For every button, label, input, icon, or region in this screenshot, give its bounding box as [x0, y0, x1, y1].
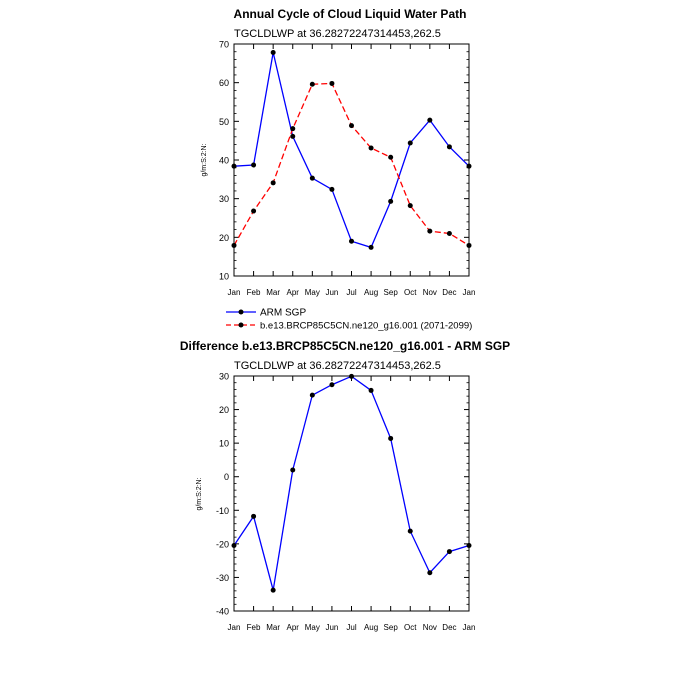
series-0-point: [309, 392, 315, 398]
x-tick-label: Dec: [442, 623, 456, 632]
y-tick-label: -20: [216, 539, 229, 549]
series-1-point: [251, 208, 257, 214]
series-1-point: [368, 145, 374, 151]
legend-model-label: b.e13.BRCP85C5CN.ne120_g16.001 (2071-209…: [260, 321, 472, 332]
legend-arm-sgp-marker: [238, 309, 244, 315]
x-tick-label: Nov: [423, 623, 437, 632]
y-tick-label: 20: [219, 405, 229, 415]
x-tick-label: Jan: [463, 623, 476, 632]
x-tick-label: Sep: [384, 288, 399, 297]
x-tick-label: May: [305, 623, 320, 632]
x-tick-label: Jan: [228, 288, 241, 297]
series-0-point: [270, 587, 276, 593]
series-line-1: [233, 82, 470, 247]
y-tick-label: 70: [219, 40, 229, 50]
plot-frame: [233, 43, 470, 277]
plot-frame: [233, 375, 470, 612]
chart-title: Annual Cycle of Cloud Liquid Water Path: [234, 7, 467, 21]
series-1-point: [329, 80, 335, 86]
series-0-point: [251, 162, 257, 168]
chart-subtitle: TGCLDLWP at 36.28272247314453,262.5: [234, 28, 441, 40]
series-0-point: [329, 382, 335, 388]
x-tick-label: Jul: [346, 288, 356, 297]
series-layer: [231, 50, 472, 250]
y-tick-label: 30: [219, 194, 229, 204]
x-tick-label: Dec: [442, 288, 456, 297]
x-tick-label: May: [305, 288, 320, 297]
series-0-point: [446, 144, 452, 150]
series-0-point: [290, 467, 296, 473]
x-tick-label: Nov: [423, 288, 437, 297]
legend-arm-sgp-label: ARM SGP: [260, 308, 306, 319]
series-0-point: [388, 198, 394, 204]
series-layer: [231, 373, 472, 593]
y-tick-label: 30: [219, 372, 229, 382]
y-tick-label: 20: [219, 233, 229, 243]
y-tick-label: 50: [219, 117, 229, 127]
series-1-point: [446, 230, 452, 236]
series-line-0: [233, 375, 470, 591]
x-tick-label: Oct: [404, 623, 417, 632]
y-tick-label: 10: [219, 439, 229, 449]
chart-title: Difference b.e13.BRCP85C5CN.ne120_g16.00…: [180, 339, 510, 353]
x-tick-label: Jun: [325, 288, 338, 297]
axis-ticks: -40 -30 -20 -10 0 10 20 30 Jan Feb Mar Apr May Jun Jul…: [216, 372, 475, 633]
x-tick-label: Feb: [247, 623, 261, 632]
series-1-point: [309, 81, 315, 87]
y-axis-label: g/m:S:2:N:: [201, 143, 208, 176]
axis-ticks: 10 20 30 40 50 60 70 Jan Feb Mar Apr May Jun Jul Aug Se…: [219, 40, 475, 298]
series-0-point: [290, 133, 296, 139]
annual-cycle-chart: Annual Cycle of Cloud Liquid Water Path …: [201, 7, 475, 332]
y-tick-label: 40: [219, 156, 229, 166]
x-tick-label: Aug: [364, 623, 378, 632]
y-axis-label: g/m:S:2:N:: [196, 477, 203, 510]
x-tick-label: Mar: [266, 623, 280, 632]
series-0-point: [270, 50, 276, 56]
series-0-point: [388, 435, 394, 441]
x-tick-label: Oct: [404, 288, 417, 297]
series-0-point: [407, 528, 413, 534]
series-1-point: [349, 123, 354, 129]
series-0-point: [329, 186, 335, 192]
series-0-point: [407, 140, 413, 146]
legend-model-marker: [238, 322, 244, 328]
series-0-point: [368, 244, 374, 250]
y-tick-label: -40: [216, 607, 229, 617]
x-tick-label: Jan: [228, 623, 241, 632]
x-tick-label: Jul: [346, 623, 356, 632]
series-0-point: [446, 549, 452, 555]
series-0-point: [427, 570, 433, 576]
series-0-point: [368, 387, 374, 393]
x-tick-label: Apr: [287, 288, 300, 297]
x-tick-label: Feb: [247, 288, 261, 297]
y-tick-label: 60: [219, 78, 229, 88]
series-1-point: [407, 203, 413, 209]
series-line-0: [233, 52, 470, 249]
series-1-point: [427, 228, 433, 234]
y-tick-label: -30: [216, 573, 229, 583]
series-1-point: [270, 180, 276, 186]
legend: ARM SGP b.e13.BRCP85C5CN.ne120_g16.001 (…: [226, 308, 472, 332]
difference-chart: Difference b.e13.BRCP85C5CN.ne120_g16.00…: [180, 339, 510, 632]
x-tick-label: Jan: [463, 288, 476, 297]
x-tick-label: Apr: [287, 623, 300, 632]
x-tick-label: Sep: [384, 623, 399, 632]
x-tick-label: Aug: [364, 288, 378, 297]
series-1-point: [388, 154, 394, 160]
y-tick-label: 0: [224, 472, 229, 482]
series-0-point: [427, 117, 433, 123]
y-tick-label: -10: [216, 506, 229, 516]
x-tick-label: Jun: [325, 623, 338, 632]
series-1-point: [290, 126, 296, 132]
y-tick-label: 10: [219, 272, 229, 282]
x-tick-label: Mar: [266, 288, 280, 297]
series-0-point: [309, 175, 315, 181]
series-0-point: [349, 238, 354, 244]
chart-subtitle: TGCLDLWP at 36.28272247314453,262.5: [234, 360, 441, 372]
series-0-point: [251, 513, 257, 519]
